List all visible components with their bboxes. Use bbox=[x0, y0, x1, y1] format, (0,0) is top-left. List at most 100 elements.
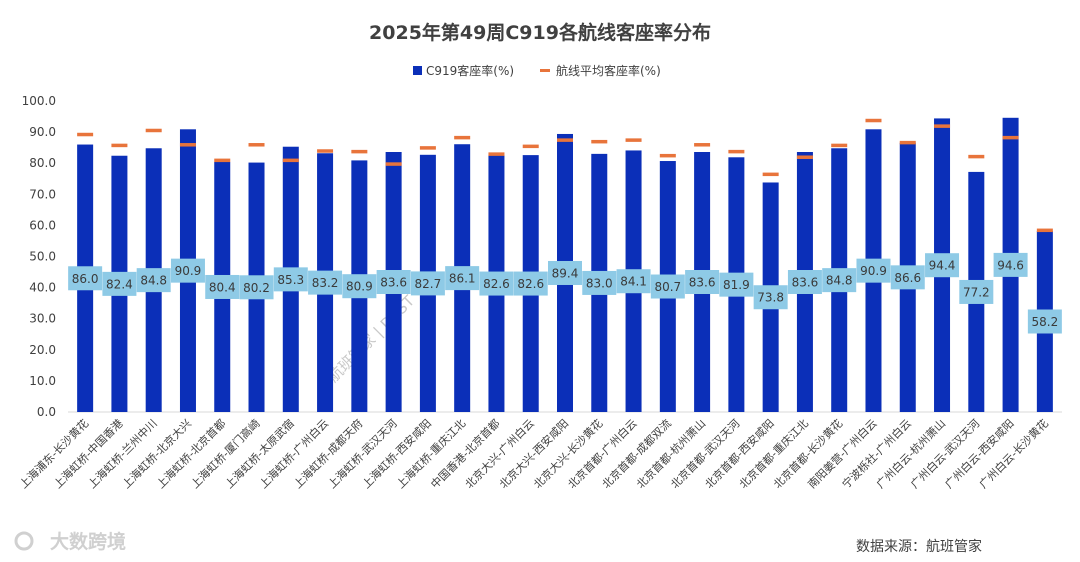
avg-marker bbox=[214, 158, 231, 163]
data-label: 90.9 bbox=[175, 264, 202, 278]
data-label: 83.6 bbox=[689, 276, 716, 290]
data-label-box bbox=[102, 271, 137, 296]
data-label: 84.1 bbox=[620, 275, 647, 289]
data-label: 89.4 bbox=[552, 266, 579, 280]
avg-marker bbox=[899, 140, 916, 145]
avg-marker bbox=[179, 143, 196, 147]
data-label-box bbox=[513, 271, 548, 296]
avg-marker bbox=[831, 143, 848, 148]
data-label-box bbox=[650, 274, 685, 299]
y-tick-label: 10.0 bbox=[29, 374, 56, 388]
data-label: 83.0 bbox=[586, 276, 613, 290]
data-label-box bbox=[376, 270, 411, 295]
avg-marker bbox=[728, 149, 745, 154]
y-axis: 0.0 10.0 20.0 30.0 40.0 50.0 60.0 70.0 80.0 90.0 1… bbox=[22, 94, 1062, 419]
data-label-box bbox=[136, 268, 171, 293]
source-text: 数据来源：航班管家 bbox=[856, 538, 982, 555]
data-label: 80.4 bbox=[209, 280, 236, 294]
data-label: 83.6 bbox=[380, 276, 407, 290]
data-label: 82.4 bbox=[106, 277, 133, 291]
data-label-box bbox=[685, 270, 720, 295]
y-tick-label: 80.0 bbox=[29, 156, 56, 170]
avg-marker bbox=[694, 143, 711, 147]
data-label: 58.2 bbox=[1032, 315, 1059, 329]
data-label-box bbox=[787, 270, 822, 295]
data-label-box bbox=[548, 260, 582, 285]
logo-text: 大数跨境 bbox=[50, 530, 126, 553]
data-label-box bbox=[616, 269, 651, 294]
avg-marker bbox=[77, 132, 94, 137]
legend-label-bar: C919客座率(%) bbox=[426, 63, 514, 78]
data-label: 84.8 bbox=[140, 274, 167, 288]
y-tick-label: 20.0 bbox=[29, 343, 56, 357]
data-label: 86.1 bbox=[449, 272, 476, 286]
data-label-box bbox=[479, 271, 514, 296]
data-label-box bbox=[205, 274, 240, 299]
data-label-box bbox=[959, 279, 994, 304]
data-label-box bbox=[856, 258, 891, 283]
watermark: 航班管家 | DAST bbox=[324, 291, 419, 386]
avg-marker bbox=[317, 149, 334, 153]
legend-label-avg: 航线平均客座率(%) bbox=[556, 63, 661, 78]
data-label: 73.8 bbox=[757, 291, 784, 305]
y-tick-label: 60.0 bbox=[29, 218, 56, 232]
avg-marker bbox=[968, 154, 985, 159]
data-label-box bbox=[273, 267, 308, 292]
avg-marker bbox=[488, 152, 505, 156]
y-tick-label: 40.0 bbox=[29, 281, 56, 295]
avg-marker bbox=[762, 172, 779, 177]
avg-marker bbox=[557, 138, 573, 142]
avg-marker bbox=[454, 135, 471, 140]
data-label: 83.6 bbox=[792, 276, 819, 290]
plot-area: 86.0 82.4 84.8 90.9 80.4 80.2 85.3 83.2 80.9 83.6… bbox=[68, 117, 1062, 413]
data-label-box bbox=[890, 265, 925, 290]
data-label: 85.3 bbox=[277, 273, 304, 287]
legend: C919客座率(%) 航线平均客座率(%) bbox=[413, 63, 661, 78]
data-label-box bbox=[822, 268, 857, 293]
data-label-box bbox=[68, 266, 103, 291]
data-label-box bbox=[993, 252, 1028, 277]
avg-marker bbox=[865, 118, 882, 123]
y-tick-label: 70.0 bbox=[29, 187, 56, 201]
data-label-box bbox=[445, 266, 480, 291]
data-label: 94.4 bbox=[929, 259, 956, 273]
avg-marker bbox=[625, 138, 642, 142]
avg-marker bbox=[522, 144, 539, 149]
avg-marker bbox=[796, 155, 813, 159]
legend-swatch-avg bbox=[540, 69, 550, 72]
data-label-box bbox=[925, 253, 960, 278]
avg-marker bbox=[351, 149, 368, 154]
avg-marker bbox=[248, 143, 265, 147]
watermark-text: 航班管家 | DAST bbox=[324, 291, 419, 386]
data-label: 86.6 bbox=[894, 271, 921, 285]
data-label: 83.2 bbox=[312, 276, 339, 290]
data-label-box bbox=[308, 270, 343, 295]
avg-marker bbox=[145, 128, 162, 133]
avg-marker bbox=[385, 162, 402, 166]
y-tick-label: 100.0 bbox=[22, 94, 56, 108]
avg-marker bbox=[934, 124, 951, 128]
data-label: 82.7 bbox=[415, 277, 442, 291]
data-label: 81.9 bbox=[723, 278, 750, 292]
data-label-box bbox=[410, 271, 445, 296]
data-label-box bbox=[170, 258, 205, 283]
data-label: 80.9 bbox=[346, 280, 373, 294]
y-tick-label: 0.0 bbox=[37, 405, 56, 419]
avg-marker bbox=[111, 143, 128, 148]
data-label: 77.2 bbox=[963, 285, 990, 299]
avg-marker bbox=[282, 158, 299, 163]
chart-title: 2025年第49周C919各航线客座率分布 bbox=[369, 21, 711, 44]
data-label: 82.6 bbox=[483, 277, 510, 291]
avg-marker bbox=[591, 139, 608, 144]
legend-swatch-bar bbox=[413, 66, 422, 75]
data-label: 86.0 bbox=[72, 272, 99, 286]
y-tick-label: 90.0 bbox=[29, 125, 56, 139]
data-label-box bbox=[753, 285, 788, 310]
avg-marker bbox=[659, 153, 676, 158]
data-label: 80.7 bbox=[654, 280, 681, 294]
data-label: 90.9 bbox=[860, 264, 887, 278]
logo: 大数跨境 bbox=[14, 530, 126, 553]
data-label: 84.8 bbox=[826, 274, 853, 288]
data-label-box bbox=[239, 275, 274, 300]
